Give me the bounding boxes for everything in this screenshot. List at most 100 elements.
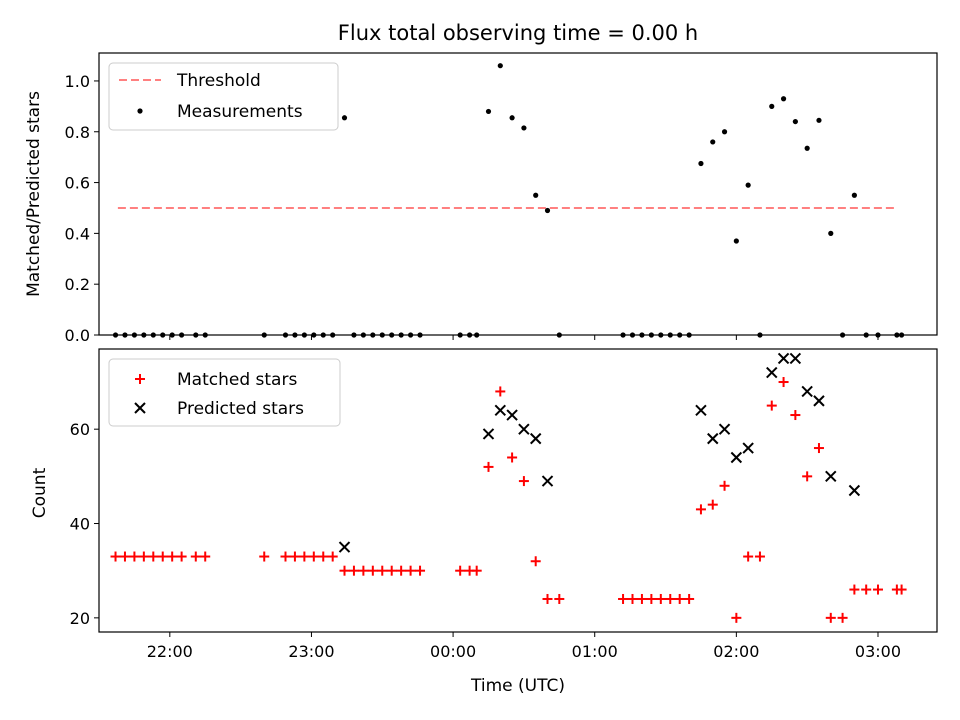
matched-star-point	[157, 551, 168, 562]
legend-measurements-label: Measurements	[177, 102, 303, 122]
measurement-point	[497, 63, 503, 69]
measurement-point	[485, 108, 492, 115]
y-tick-label: 60	[70, 420, 90, 439]
matched-star-point	[327, 551, 338, 562]
measurement-point	[851, 192, 857, 198]
y-tick-label: 1.0	[65, 72, 90, 91]
ratio-y-axis-label: Matched/Predicted stars	[24, 91, 44, 297]
matched-star-point	[348, 565, 359, 576]
legend-predicted-swatch	[134, 402, 146, 414]
measurement-point	[521, 125, 527, 131]
matched-star-point	[455, 565, 466, 576]
matched-star-point	[138, 551, 149, 562]
matched-star-point	[627, 593, 638, 604]
ratio-panel: 0.0 0.2 0.4 0.6 0.8 1.0 Matched/Predicted sta…	[24, 52, 938, 345]
measurement-point	[792, 118, 798, 125]
matched-star-point	[896, 584, 907, 595]
matched-star-point	[802, 471, 813, 482]
matched-star-point	[396, 565, 407, 576]
legend-matched-swatch	[135, 374, 145, 384]
ratio-axes-frame	[98, 52, 938, 336]
matched-star-point	[719, 480, 730, 491]
chart-title: Flux total observing time = 0.00 h	[338, 21, 698, 45]
ratio-y-ticks: 0.0 0.2 0.4 0.6 0.8 1.0	[65, 72, 99, 345]
matched-star-point	[483, 461, 494, 472]
legend-threshold-label: Threshold	[176, 71, 261, 91]
measurement-point	[804, 145, 810, 151]
x-tick-label: 02:00	[713, 642, 759, 661]
legend-matched-label: Matched stars	[177, 370, 297, 390]
matched-star-point	[129, 551, 140, 562]
count-axes-frame	[98, 348, 938, 633]
matched-star-point	[280, 551, 291, 562]
matched-star-point	[707, 499, 718, 510]
y-tick-label: 0.6	[65, 174, 90, 193]
predicted-star-point	[482, 428, 495, 440]
predicted-star-point	[529, 432, 542, 445]
y-tick-label: 20	[70, 609, 90, 628]
matched-star-point	[861, 584, 872, 595]
predicted-star-point	[695, 404, 707, 417]
predicted-star-point	[813, 395, 825, 407]
legend-predicted-label: Predicted stars	[177, 399, 304, 419]
x-tick-label: 03:00	[855, 642, 901, 661]
predicted-star-point	[338, 541, 351, 553]
matched-star-point	[339, 565, 350, 576]
matched-star-point	[754, 551, 765, 562]
measurement-point	[780, 96, 787, 102]
measurement-point	[533, 192, 539, 198]
measurement-point	[816, 117, 822, 123]
y-tick-label: 0.4	[65, 224, 90, 243]
predicted-star-point	[825, 470, 837, 483]
matched-star-point	[731, 612, 742, 623]
y-tick-label: 0.0	[65, 326, 90, 345]
x-tick-label: 22:00	[147, 642, 193, 661]
matched-star-point	[518, 476, 529, 487]
matched-star-point	[471, 565, 482, 576]
matched-star-point	[825, 612, 836, 623]
matched-star-point	[530, 556, 541, 567]
count-y-ticks: 20 40 60	[70, 420, 99, 628]
measurement-point	[733, 238, 739, 244]
x-axis-label: Time (UTC)	[470, 676, 565, 696]
matched-star-point	[695, 504, 706, 515]
matched-star-point	[542, 593, 553, 604]
ratio-x-ticks	[169, 335, 879, 340]
predicted-star-point	[494, 404, 507, 417]
matched-star-point	[684, 593, 695, 604]
matched-star-point	[655, 593, 666, 604]
matched-star-point	[259, 551, 270, 562]
matched-star-point	[308, 551, 319, 562]
matched-star-point	[386, 565, 397, 576]
count-legend: Matched stars Predicted stars	[108, 358, 341, 427]
matched-star-point	[636, 593, 647, 604]
matched-star-point	[167, 551, 178, 562]
count-y-axis-label: Count	[30, 467, 50, 518]
predicted-star-point	[789, 352, 802, 365]
legend-measurements-swatch	[137, 108, 143, 114]
count-panel: 20 40 60 22:00 23:00 00:00 01:00 02:00 03:00 Co…	[30, 348, 938, 696]
measurement-point	[721, 129, 728, 135]
matched-star-point	[299, 551, 310, 562]
matched-star-point	[790, 410, 801, 421]
predicted-star-point	[742, 442, 754, 454]
matched-star-point	[778, 377, 789, 388]
matched-star-point	[415, 565, 426, 576]
y-tick-label: 0.8	[65, 123, 90, 142]
matched-star-point	[813, 443, 824, 454]
matched-star-point	[849, 584, 860, 595]
ratio-legend: Threshold Measurements	[108, 62, 339, 131]
x-tick-label: 23:00	[288, 642, 334, 661]
predicted-star-point	[730, 451, 743, 464]
measurement-point	[769, 103, 775, 109]
measurement-point	[710, 139, 716, 145]
matched-star-point	[837, 612, 848, 623]
predicted-star-point	[518, 423, 530, 435]
matched-star-point	[377, 565, 388, 576]
matched-star-point	[554, 593, 565, 604]
count-x-ticks: 22:00 23:00 00:00 01:00 02:00 03:00	[147, 632, 901, 661]
predicted-star-point	[718, 423, 731, 435]
measurement-point	[745, 182, 751, 188]
matched-star-point	[618, 593, 629, 604]
predicted-star-point	[707, 432, 719, 445]
